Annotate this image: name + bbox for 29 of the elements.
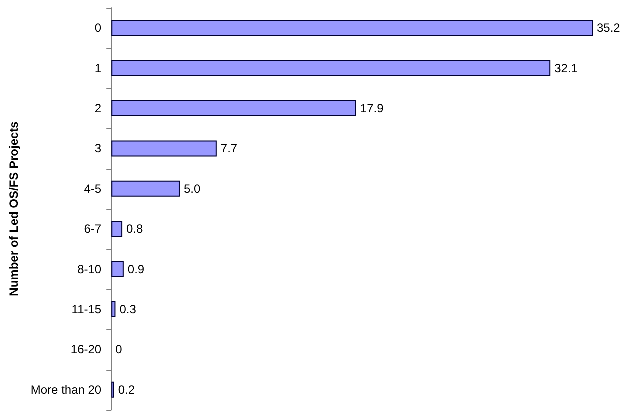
bar — [112, 100, 356, 116]
data-label: 0.3 — [120, 302, 137, 316]
data-label: 7.7 — [220, 142, 238, 156]
y-tick-label: 11-15 — [72, 302, 102, 316]
data-label: 0.2 — [118, 382, 136, 397]
y-axis-title: Number of Led OS/FS Projects — [7, 121, 21, 296]
data-label: 35.2 — [597, 21, 621, 36]
y-tick-label: 4-5 — [84, 182, 102, 196]
y-tick-label: 3 — [94, 142, 102, 156]
bar — [112, 180, 180, 197]
y-tick-label: 0 — [94, 21, 102, 36]
y-tick-label: 1 — [94, 61, 102, 76]
data-label: 0.8 — [126, 222, 144, 236]
y-tick-label: 8-10 — [78, 262, 102, 276]
data-label: 0.9 — [128, 262, 145, 276]
data-label: 0 — [116, 342, 123, 357]
y-tick-label: 16-20 — [70, 342, 102, 357]
y-tick-label: 6-7 — [84, 222, 102, 236]
y-tick-label: 2 — [94, 102, 102, 116]
bar — [112, 20, 593, 36]
bar — [112, 261, 124, 278]
bar — [112, 221, 123, 238]
data-label: 17.9 — [360, 102, 384, 116]
y-tick-label: More than 20 — [30, 382, 102, 397]
data-label: 32.1 — [554, 61, 578, 76]
bar — [112, 302, 116, 318]
data-label: 5.0 — [184, 182, 201, 196]
bar — [112, 140, 217, 157]
bar — [112, 60, 551, 76]
